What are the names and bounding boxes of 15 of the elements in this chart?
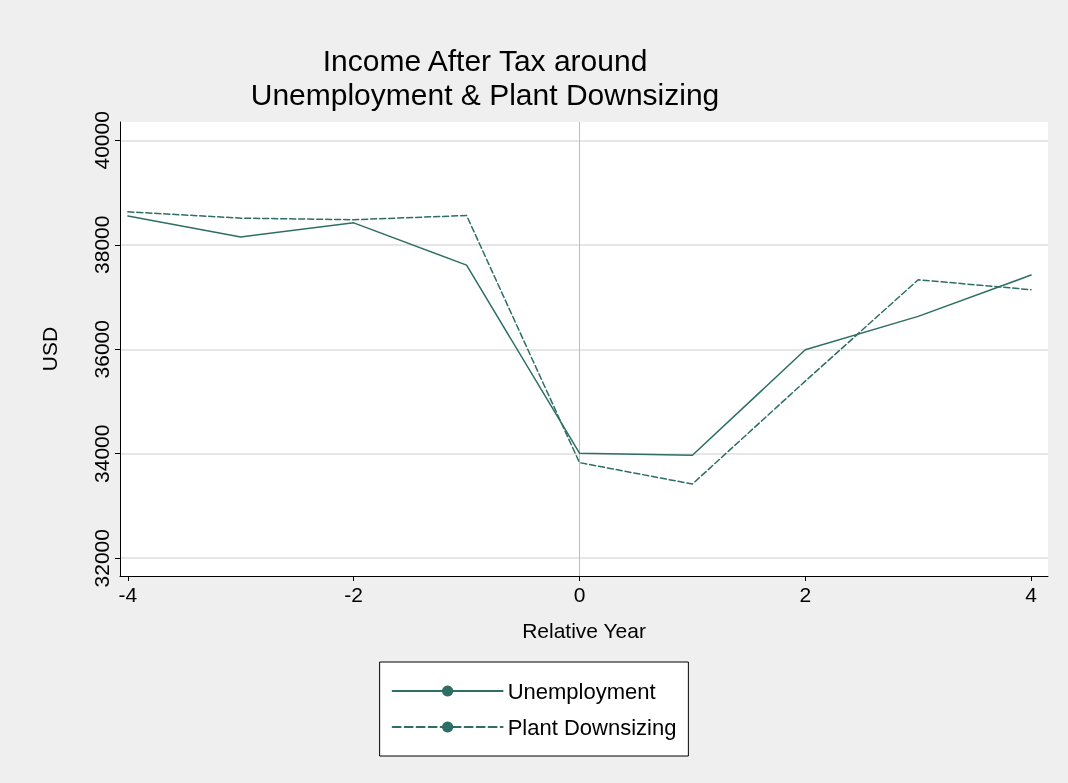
y-tick-label: 36000: [90, 320, 113, 379]
x-tick-label: 0: [573, 583, 586, 606]
x-tick-label: 4: [1025, 583, 1038, 606]
legend-label: Plant Downsizing: [507, 714, 677, 740]
y-tick-label: 38000: [90, 215, 113, 274]
x-tick-label: -2: [344, 583, 364, 606]
y-axis-title: USD: [38, 326, 61, 372]
y-tick-label: 40000: [90, 111, 113, 170]
y-tick-label: 34000: [90, 424, 113, 483]
chart-title: Income After Tax around Unemployment & Plant Downsizing: [250, 43, 720, 111]
x-tick-label: -4: [118, 583, 138, 606]
x-tick-label: 2: [799, 583, 812, 606]
legend-label: Unemployment: [507, 678, 656, 704]
x-axis-title: Relative Year: [522, 619, 646, 642]
y-tick-label: 32000: [90, 529, 113, 588]
